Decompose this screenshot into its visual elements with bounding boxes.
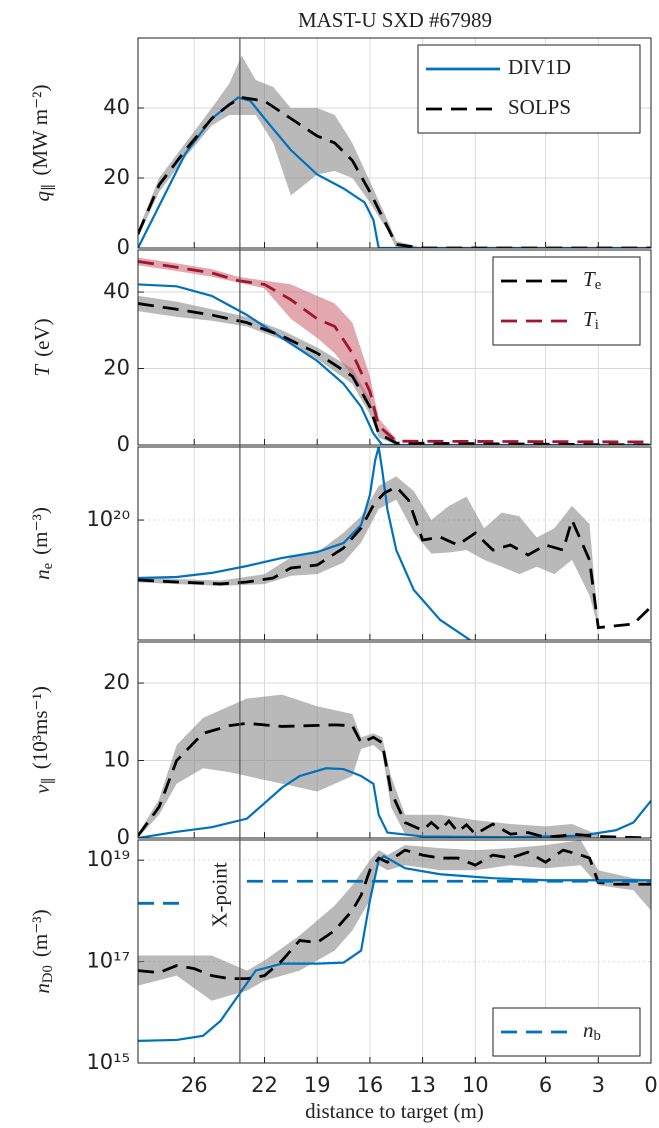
series-line (138, 848, 651, 981)
legend-box (492, 256, 641, 346)
uncertainty-band (138, 840, 651, 1001)
y-tick-label: 40 (103, 279, 130, 303)
plot-area (138, 694, 651, 838)
symbol: T (583, 307, 596, 331)
y-tick-label: 10²⁰ (86, 507, 130, 531)
unit: (m⁻³) (28, 909, 52, 957)
unit: (MW m⁻²) (28, 85, 52, 176)
uncertainty-band (138, 694, 599, 838)
legend-label: SOLPS (508, 95, 571, 119)
series-line (138, 879, 651, 905)
x-tick-label: 19 (304, 1073, 331, 1097)
legend-label: Te (583, 267, 602, 294)
plot-area (138, 447, 651, 640)
y-tick-label: 20 (103, 670, 130, 694)
subscript: e (595, 278, 602, 294)
legend-label: Ti (583, 307, 599, 334)
x-tick-label: 22 (251, 1073, 278, 1097)
series-line (138, 302, 651, 445)
y-tick-label: 10¹⁷ (86, 949, 130, 973)
legend-box (417, 44, 641, 134)
series-line (138, 283, 651, 445)
x-tick-label: 0 (644, 1073, 657, 1097)
subscript: i (595, 318, 599, 334)
x-tick-label: 16 (357, 1073, 384, 1097)
y-tick-label: 0 (117, 432, 130, 456)
subscript: e (41, 562, 57, 569)
x-tick-label: 10 (462, 1073, 489, 1097)
series-line (138, 854, 651, 1042)
x-tick-label: 13 (409, 1073, 436, 1097)
symbol: v (30, 784, 54, 794)
y-axis-label: nD0 (m⁻³) (28, 909, 57, 993)
y-axis-label: q∥ (MW m⁻²) (28, 85, 57, 202)
symbol: q (30, 190, 54, 201)
subscript: ∥ (41, 184, 57, 191)
symbol: n (30, 569, 54, 580)
y-tick-label: 20 (103, 165, 130, 189)
axes-frame (137, 641, 652, 839)
chart-title: MAST-U SXD #67989 (298, 8, 492, 32)
uncertainty-band (138, 55, 423, 248)
y-tick-label: 10¹⁹ (86, 847, 130, 871)
symbol: n (30, 983, 54, 994)
y-tick-label: 0 (117, 235, 130, 259)
y-axis-label: T (eV) (30, 318, 54, 376)
y-tick-label: 10¹⁵ (86, 1050, 130, 1074)
legend-label: nb (583, 1018, 601, 1045)
series-line (138, 96, 651, 248)
y-tick-label: 0 (117, 825, 130, 849)
axes-frame (137, 249, 652, 446)
x-tick-label: 3 (592, 1073, 605, 1097)
unit: (m⁻³) (28, 507, 52, 555)
uncertainty-band (138, 476, 599, 629)
series-line (138, 721, 651, 838)
unit: (10³ms⁻¹) (28, 686, 52, 769)
unit: (eV) (30, 318, 54, 356)
y-tick-label: 10 (103, 748, 130, 772)
axes-frame (137, 446, 652, 641)
symbol: T (30, 364, 54, 377)
y-tick-label: 40 (103, 95, 130, 119)
plot-area (138, 257, 651, 445)
series-line (138, 485, 651, 630)
y-axis-label: v∥ (10³ms⁻¹) (28, 686, 57, 794)
uncertainty-band (138, 257, 397, 444)
y-tick-label: 20 (103, 356, 130, 380)
x-axis-label: distance to target (m) (305, 1099, 484, 1123)
symbol: n (583, 1018, 594, 1042)
symbol: T (583, 267, 596, 291)
y-axis-label: ne (m⁻³) (28, 507, 57, 580)
subscript: ∥ (41, 777, 57, 784)
plot-area (138, 840, 651, 1042)
series-line (138, 96, 651, 248)
axes-frame (137, 839, 652, 1064)
subscript: D0 (41, 965, 57, 983)
x-tick-label: 6 (539, 1073, 552, 1097)
legend-label: DIV1D (508, 55, 571, 79)
plot-area (138, 55, 651, 248)
x-tick-label: 26 (181, 1073, 208, 1097)
uncertainty-band (138, 295, 397, 445)
subscript: b (594, 1029, 601, 1045)
series-line (138, 447, 471, 640)
axes-frame (137, 37, 652, 249)
annotation: X-point (208, 862, 232, 927)
